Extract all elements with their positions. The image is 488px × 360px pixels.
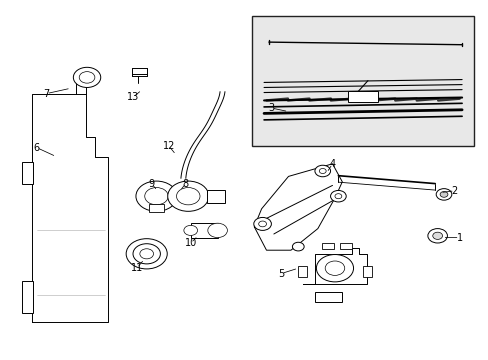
Text: 5: 5 — [278, 269, 284, 279]
Circle shape — [432, 232, 442, 239]
Text: 12: 12 — [162, 141, 175, 151]
Text: 8: 8 — [183, 179, 188, 189]
Circle shape — [126, 239, 167, 269]
Circle shape — [144, 188, 168, 205]
Circle shape — [334, 194, 341, 199]
Circle shape — [176, 188, 200, 205]
Circle shape — [133, 244, 160, 264]
Circle shape — [183, 225, 197, 235]
Circle shape — [167, 181, 208, 211]
Circle shape — [140, 249, 153, 259]
Circle shape — [207, 223, 227, 238]
Circle shape — [79, 72, 95, 83]
Bar — [315, 292, 342, 302]
Circle shape — [427, 229, 447, 243]
Text: 6: 6 — [34, 143, 40, 153]
Circle shape — [314, 165, 330, 177]
Circle shape — [439, 192, 447, 197]
Text: 10: 10 — [184, 238, 197, 248]
Circle shape — [435, 189, 451, 200]
Text: 2: 2 — [451, 186, 457, 196]
Bar — [339, 243, 351, 249]
Polygon shape — [32, 94, 107, 322]
Bar — [190, 223, 217, 238]
Bar — [149, 204, 163, 212]
Circle shape — [330, 190, 346, 202]
Bar — [251, 16, 473, 146]
Bar — [321, 243, 333, 249]
Text: 1: 1 — [456, 233, 462, 243]
Bar — [362, 266, 371, 277]
Bar — [22, 281, 33, 313]
Text: 4: 4 — [329, 159, 335, 169]
Text: 3: 3 — [268, 103, 274, 113]
Circle shape — [253, 217, 271, 230]
Text: 13: 13 — [126, 92, 139, 102]
Text: 9: 9 — [148, 179, 154, 189]
Circle shape — [325, 261, 344, 275]
Bar — [206, 190, 225, 203]
Circle shape — [292, 242, 304, 251]
Polygon shape — [303, 248, 366, 284]
Circle shape — [73, 67, 101, 87]
Circle shape — [258, 221, 266, 227]
Bar — [298, 266, 306, 277]
Circle shape — [316, 255, 353, 282]
Text: 11: 11 — [130, 263, 143, 273]
Polygon shape — [254, 164, 342, 250]
Circle shape — [136, 181, 177, 211]
Bar — [347, 91, 377, 102]
Bar — [22, 162, 33, 184]
Circle shape — [319, 168, 325, 174]
Text: 7: 7 — [43, 89, 49, 99]
